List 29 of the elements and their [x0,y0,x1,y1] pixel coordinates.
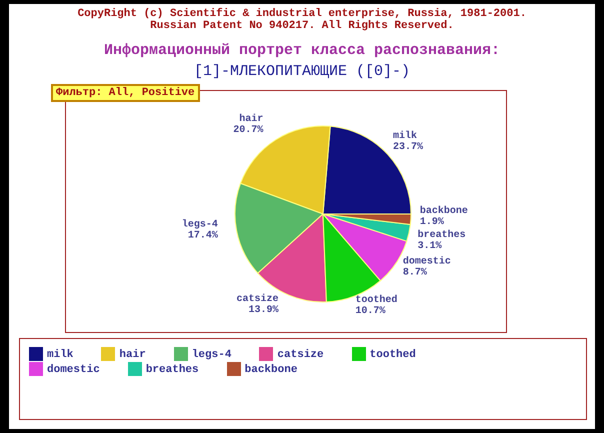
data-label: 8.7% [402,267,427,278]
slice-label: breathes [418,229,466,242]
legend-label: hair [119,348,146,361]
slice-label: backbone [420,205,468,218]
legend-label: milk [47,348,74,361]
slice-label: toothed [355,294,398,306]
slice-label: milk [393,130,418,142]
data-label: 1.9% [420,217,444,228]
text: Russian Patent No 940217. All Rights Reserved. [149,20,455,32]
data-label: 23.7% [393,142,424,153]
legend-label: toothed [370,348,416,361]
slice-label: catsize [236,293,279,306]
chart-subtitle: [1]-МЛЕКОПИТАЮЩИЕ ([0]-) [192,63,412,80]
legend-label: domestic [47,364,100,376]
slice-label: domestic [402,255,451,268]
data-label: 20.7% [233,124,264,136]
slice-label: legs-4 [182,218,218,230]
data-label: 13.9% [248,305,279,316]
legend-label: legs-4 [192,348,232,361]
data-label: 17.4% [188,230,218,242]
data-label: 3.1% [418,241,442,252]
text: Фильтр: All, Positive [51,84,200,102]
data-label: 10.7% [355,306,386,317]
legend-label: breathes [146,364,199,376]
text: CopyRight (c) Scientific & industrial enterprise, Russia, 1981-2001. [76,8,528,20]
chart-title: Информационный портрет класса распознавания: [102,42,502,59]
slice-label: hair [239,112,264,125]
legend-label: backbone [244,364,298,376]
legend-label: catsize [277,348,324,361]
